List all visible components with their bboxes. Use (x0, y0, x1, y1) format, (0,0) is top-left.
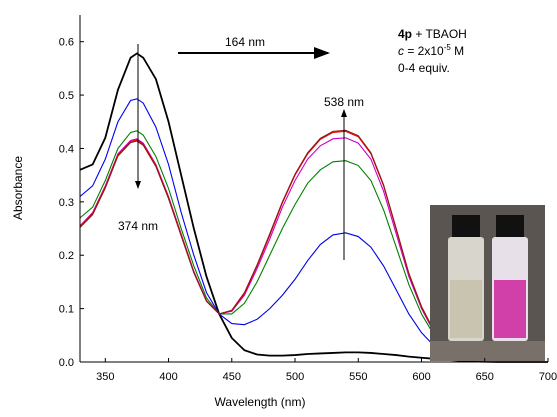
legend-part: -5 (444, 43, 452, 52)
legend-line: 0-4 equiv. (398, 61, 450, 75)
spectrum-line (79, 52, 548, 363)
x-tick-label: 500 (286, 371, 304, 383)
y-tick-label: 0.6 (59, 37, 74, 49)
annotation: 374 nm (118, 219, 158, 233)
axes (79, 15, 548, 363)
x-tick-label: 700 (539, 371, 557, 383)
y-axis-label: Absorbance (11, 156, 25, 220)
x-tick-label: 350 (96, 371, 114, 383)
x-tick-label: 550 (349, 371, 367, 383)
spectrum-line (79, 98, 548, 363)
legend-part: c (398, 44, 404, 58)
spectrum-line (79, 137, 548, 363)
y-tick-label: 0.4 (59, 143, 74, 155)
y-tick-label: 0.5 (59, 90, 74, 102)
legend-part: + TBAOH (412, 27, 467, 41)
plot-lines (79, 52, 548, 363)
x-tick-label: 450 (223, 371, 241, 383)
x-tick-label: 400 (159, 371, 177, 383)
legend-line: 4p + TBAOH (398, 27, 467, 41)
annotation: 538 nm (324, 95, 364, 109)
legend-part: M (451, 44, 464, 58)
spectrum-line (79, 130, 548, 363)
legend-part: 0-4 equiv. (398, 61, 450, 75)
y-tick-label: 0.3 (59, 197, 74, 209)
x-tick-label: 650 (476, 371, 494, 383)
legend-line: c = 2x10-5 M (398, 43, 464, 58)
photo (430, 205, 545, 361)
y-tick-label: 0.0 (59, 357, 74, 369)
y-tick-label: 0.2 (59, 250, 74, 262)
annotation: 164 nm (225, 35, 265, 49)
spectrum-line (79, 129, 548, 363)
x-tick-label: 600 (412, 371, 430, 383)
x-axis-label: Wavelength (nm) (215, 395, 306, 409)
legend-part: 4p (398, 27, 412, 41)
y-tick-label: 0.1 (59, 304, 74, 316)
legend-part: = 2x10 (404, 44, 444, 58)
